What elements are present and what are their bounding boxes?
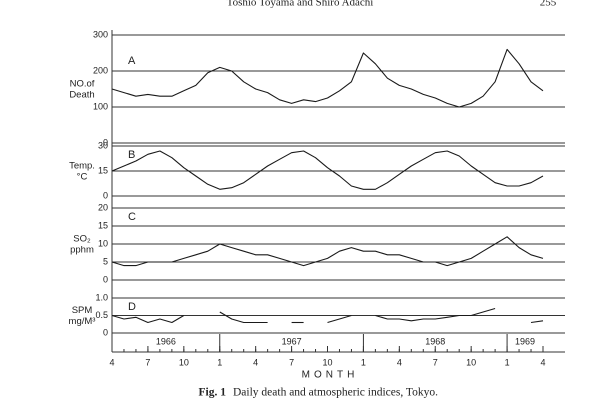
y-axis-label: °C: [77, 172, 88, 183]
data-line: [219, 311, 268, 324]
x-tick-label: 1: [217, 357, 222, 367]
running-header: Toshio Toyama and Shiro Adachi: [227, 0, 374, 9]
x-tick-label: 7: [145, 357, 150, 367]
x-tick-label: 4: [397, 357, 402, 367]
y-tick-label: 100: [93, 101, 108, 111]
y-axis-label: pphm: [70, 245, 94, 256]
y-tick-label: 0: [103, 190, 108, 200]
y-tick-label: 1.0: [95, 292, 108, 302]
x-tick-label: 4: [253, 357, 258, 367]
year-label: 1969: [515, 336, 535, 346]
y-tick-label: 15: [98, 220, 108, 230]
x-tick-label: 1: [361, 357, 366, 367]
y-axis-label: SO₂: [73, 234, 91, 245]
data-line: [111, 48, 544, 108]
y-tick-label: 30: [98, 140, 108, 150]
page-number: 255: [540, 0, 557, 9]
x-tick-label: 4: [109, 357, 114, 367]
y-axis-label: mg/M³: [69, 316, 96, 327]
y-axis-label: Death: [69, 90, 94, 101]
x-tick-label: 1: [505, 357, 510, 367]
x-tick-label: 10: [179, 357, 189, 367]
panel-label: D: [128, 301, 136, 313]
y-tick-label: 300: [93, 29, 108, 39]
x-tick-label: 7: [289, 357, 294, 367]
x-tick-label: 10: [322, 357, 332, 367]
y-tick-label: 0.5: [95, 310, 108, 320]
x-tick-label: 10: [466, 357, 476, 367]
y-axis-label: SPM: [72, 305, 93, 316]
panel-label: B: [128, 149, 135, 161]
y-tick-label: 5: [103, 256, 108, 266]
caption-label: Fig. 1: [199, 387, 227, 399]
y-tick-label: 200: [93, 65, 108, 75]
data-line: [111, 150, 544, 190]
y-axis-label: NO.of: [70, 79, 95, 90]
data-line: [111, 314, 185, 324]
y-tick-label: 0: [103, 274, 108, 284]
x-tick-label: 4: [540, 357, 545, 367]
data-line: [375, 307, 496, 322]
x-tick-label: 7: [433, 357, 438, 367]
y-tick-label: 0: [103, 137, 108, 147]
year-label: 1968: [425, 336, 445, 346]
y-tick-label: 0: [103, 327, 108, 337]
data-line: [327, 314, 352, 324]
year-label: 1967: [282, 336, 302, 346]
data-line: [530, 320, 544, 324]
year-label: 1966: [156, 336, 176, 346]
y-axis-label: Temp.: [69, 161, 95, 172]
y-tick-label: 10: [98, 238, 108, 248]
panel-label: C: [128, 211, 136, 223]
data-line: [111, 236, 544, 267]
y-tick-label: 15: [98, 165, 108, 175]
caption-text: Daily death and atmospheric indices, Tok…: [233, 387, 438, 399]
panel-label: A: [128, 55, 136, 67]
x-axis-label: MONTH: [302, 370, 359, 381]
y-tick-label: 20: [98, 202, 108, 212]
